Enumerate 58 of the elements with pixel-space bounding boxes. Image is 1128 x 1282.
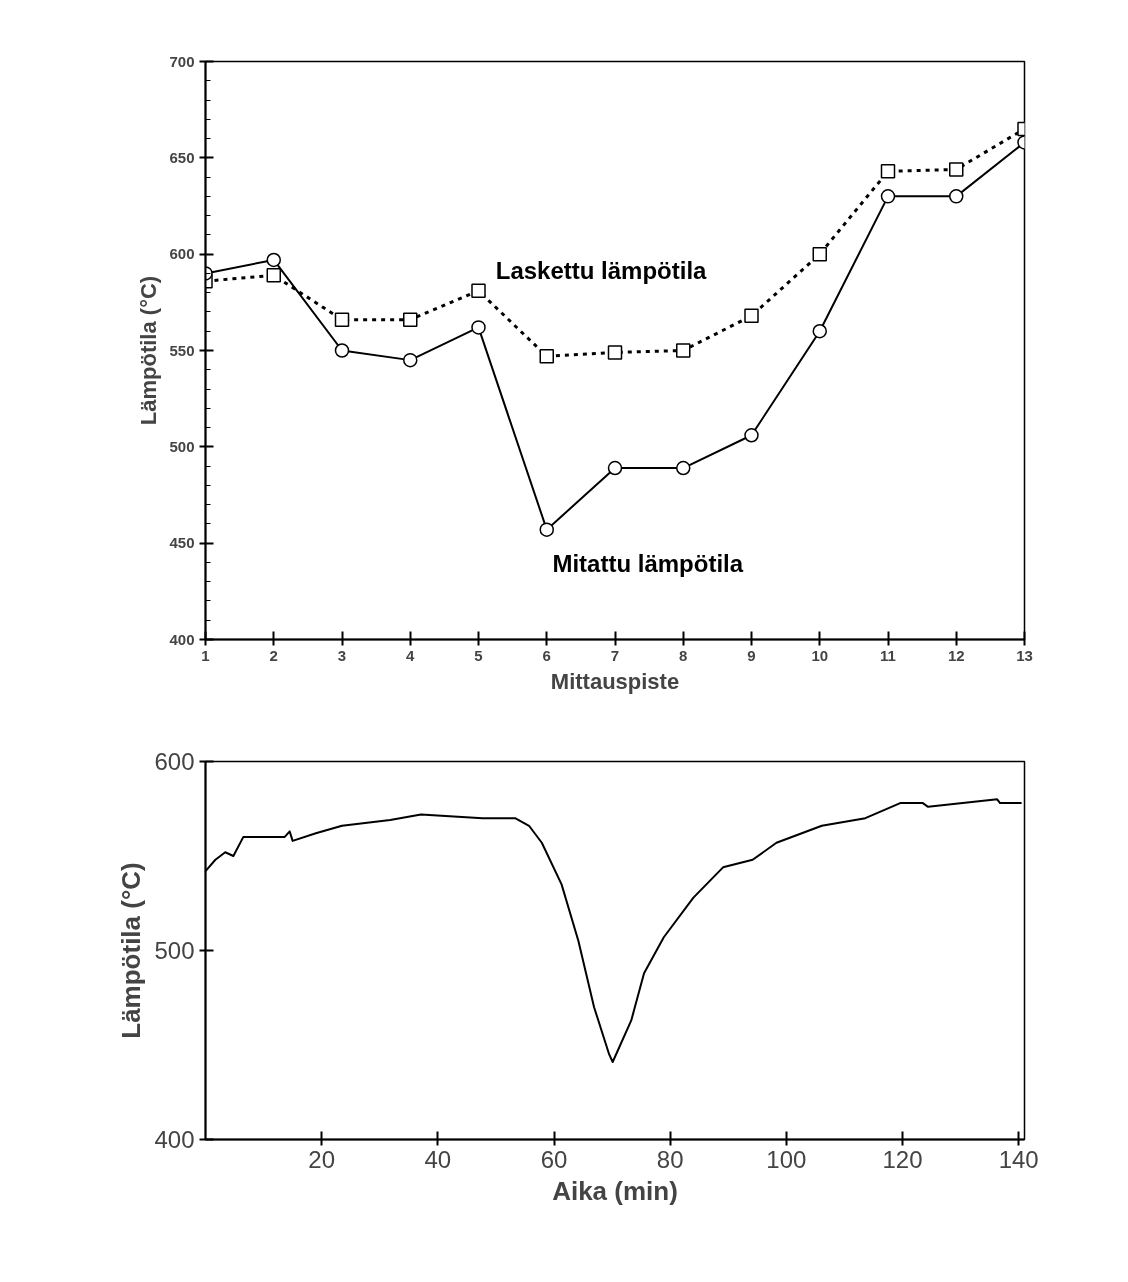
x-tick-label: 11 (880, 646, 896, 664)
point (471, 320, 486, 335)
y-tick-label: 600 (169, 245, 195, 263)
point (471, 283, 486, 299)
point (676, 343, 691, 358)
x-tick-label: 20 (308, 1145, 336, 1173)
series-label: Mitattu lämpötila (552, 549, 744, 577)
point (266, 252, 281, 268)
point (607, 345, 623, 360)
point (403, 312, 418, 327)
point (812, 324, 827, 339)
x-tick-label: 80 (656, 1145, 684, 1173)
x-tick-label: 5 (474, 646, 483, 664)
y-tick-label: 550 (169, 341, 195, 359)
y-tick-label: 400 (169, 630, 195, 648)
x-tick-label: 10 (811, 646, 829, 664)
point (880, 164, 896, 179)
x-tick-label: 4 (406, 646, 416, 664)
point (676, 460, 691, 476)
y-tick-label: 500 (154, 937, 195, 964)
x-tick-label: 8 (679, 646, 688, 664)
point (744, 308, 759, 324)
point (334, 312, 350, 327)
series-label: Laskettu lämpötila (495, 257, 708, 285)
x-tick-label: 2 (269, 646, 278, 664)
y-tick-label: 450 (169, 534, 195, 552)
point (539, 522, 554, 537)
x-tick-label: 60 (540, 1145, 568, 1173)
x-tick-label: 1 (201, 646, 210, 664)
x-tick-label: 40 (424, 1145, 452, 1173)
point (334, 343, 350, 358)
point (266, 268, 281, 283)
x-axis-title: Aika (min) (552, 1175, 678, 1206)
x-tick-label: 100 (766, 1145, 807, 1173)
x-tick-label: 3 (337, 646, 347, 664)
point (812, 246, 827, 262)
point (403, 352, 418, 368)
x-tick-label: 6 (542, 646, 551, 664)
point (539, 349, 554, 364)
x-tick-label: 12 (947, 646, 965, 664)
point (744, 428, 759, 443)
y-tick-label: 400 (154, 1126, 195, 1153)
point (607, 460, 623, 476)
point (949, 162, 964, 177)
y-axis-title: Lämpötila (°C) (136, 275, 162, 426)
y-tick-label: 500 (169, 437, 195, 455)
x-axis-title: Mittauspiste (550, 668, 680, 694)
x-tick-label: 140 (998, 1145, 1039, 1173)
point (949, 189, 964, 204)
y-tick-label: 700 (169, 52, 195, 70)
x-tick-label: 7 (610, 646, 620, 664)
y-tick-label: 650 (169, 148, 195, 166)
y-tick-label: 600 (154, 748, 195, 775)
point (880, 189, 896, 204)
y-axis-title: Lämpötila (°C) (116, 862, 147, 1039)
x-tick-label: 120 (882, 1145, 923, 1173)
x-tick-label: 9 (747, 646, 756, 664)
x-tick-label: 13 (1016, 646, 1033, 664)
